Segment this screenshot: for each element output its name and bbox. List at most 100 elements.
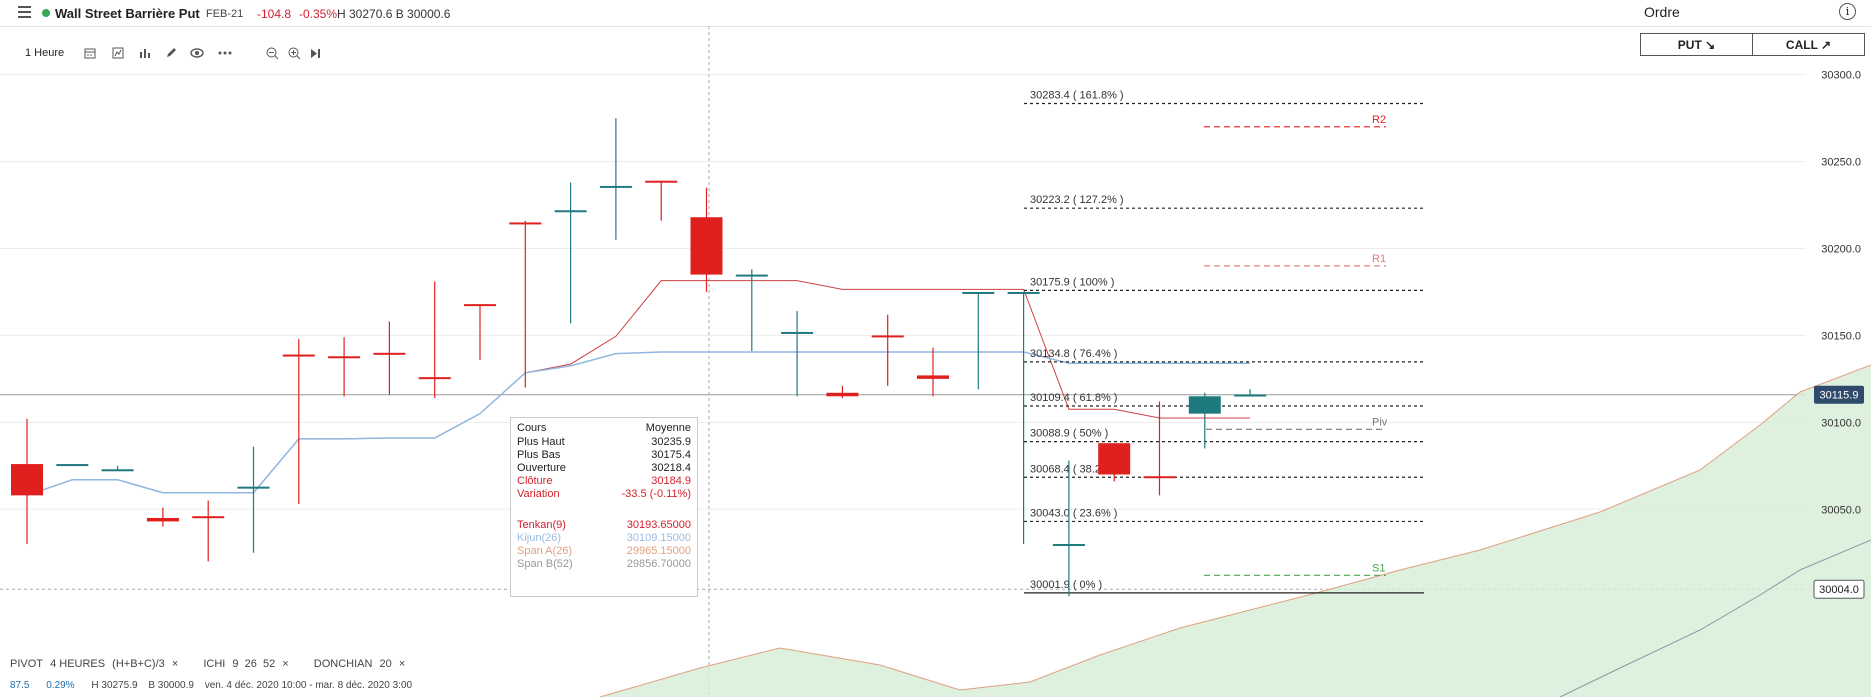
candle-body: [237, 486, 270, 489]
y-axis: 30300.0 30250.0 30200.0 30150.0 30100.0 30050…: [1813, 70, 1865, 599]
footer-low: B 30000.9: [148, 680, 194, 691]
candle-body: [509, 222, 542, 225]
pivot-levels: R2 R1 Piv S1: [1204, 114, 1388, 576]
tooltip-row-value: 30218.4: [651, 462, 691, 474]
fibo-label: 30283.4 ( 161.8% ): [1030, 90, 1124, 102]
candle-body: [917, 375, 949, 379]
candle-body: [56, 464, 89, 467]
pencil-icon[interactable]: [163, 44, 179, 62]
candle-body: [282, 354, 315, 357]
tooltip-row-value: 30184.9: [651, 475, 691, 487]
skip-end-icon[interactable]: [308, 44, 322, 62]
price-change-pct: -0.35%: [299, 7, 338, 21]
cloud-area: [600, 365, 1871, 697]
tooltip-row: Variation -33.5 (-0.11%): [517, 488, 691, 502]
tooltip-row-value: 30193.65000: [626, 519, 691, 531]
candle-body: [690, 217, 723, 275]
candle-body: [373, 352, 406, 355]
span-b-line: [1559, 539, 1871, 697]
tooltip-row: Kijun(26) 30109.15000: [517, 532, 691, 546]
tooltip-row-label: Clôture: [517, 475, 553, 487]
calendar-icon[interactable]: [82, 44, 98, 62]
fibo-label: 30175.9 ( 100% ): [1030, 276, 1114, 288]
candle-body: [192, 516, 225, 519]
tooltip-row-value: -33.5 (-0.11%): [621, 488, 692, 500]
candle-body: [1052, 544, 1085, 547]
cursor-price-tag: [1813, 579, 1865, 599]
tooltip-row: Plus Haut 30235.9: [517, 436, 691, 450]
candle-body: [599, 185, 632, 188]
tooltip-row-label: Kijun(26): [517, 532, 562, 544]
remove-pivot-icon[interactable]: ×: [171, 658, 179, 670]
candle-body: [146, 517, 179, 522]
y-tick-label: 30250.0: [1821, 157, 1861, 169]
donchian-indicator-name: DONCHIAN: [313, 658, 373, 670]
tooltip-row: Tenkan(9) 30193.65000: [517, 519, 691, 533]
call-button[interactable]: CALL ↗: [1785, 37, 1832, 52]
price-change: -104.8: [257, 7, 292, 21]
chart-type-icon[interactable]: [110, 44, 126, 62]
info-icon[interactable]: i: [1839, 3, 1856, 20]
ohlc-tooltip: Cours Moyenne Plus Haut 30235.9 Plus Bas 301…: [510, 417, 698, 597]
zoom-out-icon[interactable]: [264, 44, 280, 62]
cursor-price-label: 30004.0: [1819, 584, 1859, 596]
tooltip-row-label: Ouverture: [517, 462, 566, 474]
top-bar: Wall Street Barrière Put FEB-21 -104.8 -…: [0, 0, 1871, 27]
fibo-label: 30001.9 ( 0% ): [1030, 579, 1102, 591]
bar-chart-icon[interactable]: [137, 44, 153, 62]
candle-body: [1098, 443, 1131, 475]
ichimoku-lines: [26, 280, 1251, 497]
tooltip-header-label: Cours: [517, 422, 547, 434]
footer-high: H 30275.9: [91, 680, 138, 691]
pivot-label: R1: [1372, 253, 1386, 265]
tooltip-row-label: Plus Haut: [517, 436, 565, 448]
remove-donchian-icon[interactable]: ×: [398, 658, 406, 670]
timeframe-selector[interactable]: 1 Heure: [25, 47, 65, 59]
span-a-line: [599, 364, 1871, 697]
pivot-label: Piv: [1372, 416, 1388, 428]
candle-body: [464, 304, 496, 307]
eye-icon[interactable]: [189, 44, 205, 62]
candle-body: [645, 180, 678, 183]
pivot-label: R2: [1372, 114, 1386, 126]
tooltip-row-label: Span B(52): [517, 558, 573, 570]
candle-body: [1234, 394, 1267, 397]
order-panel-title: Ordre: [1644, 4, 1680, 20]
pivot-indicator-name: PIVOT: [10, 658, 44, 670]
put-button[interactable]: PUT ↘: [1641, 34, 1753, 55]
candle-body: [418, 377, 451, 380]
tooltip-row-label: Plus Bas: [517, 449, 561, 461]
zoom-in-icon[interactable]: [286, 44, 302, 62]
current-price-tag: [1814, 385, 1864, 404]
tooltip-row-value: 29965.15000: [626, 545, 691, 557]
tooltip-row: Span A(26) 29965.15000: [517, 545, 691, 559]
candle-body: [1143, 476, 1176, 479]
footer-stats: 87.5 0.29% H 30275.9 B 30000.9 ven. 4 dé…: [10, 680, 412, 691]
candle-body: [101, 469, 134, 472]
tooltip-row: Span B(52) 29856.70000: [517, 558, 691, 572]
candle-body: [871, 335, 904, 338]
ichimoku-cloud: [599, 364, 1871, 697]
candle-body: [735, 274, 768, 277]
more-icon[interactable]: [216, 44, 234, 62]
tooltip-row-label: Tenkan(9): [517, 519, 566, 531]
candle-body: [328, 356, 361, 359]
candle-body: [781, 331, 814, 334]
remove-ichi-icon[interactable]: ×: [282, 658, 289, 670]
fibo-label: 30068.4 ( 38.2% ): [1030, 463, 1117, 475]
tooltip-row-value: 29856.70000: [626, 558, 691, 570]
put-call-toggle: PUT ↘ CALL ↗: [1640, 33, 1865, 56]
y-tick-label: 30050.0: [1821, 504, 1861, 516]
menu-icon[interactable]: [18, 6, 31, 18]
pivot-indicator-formula: (H+B+C)/3: [112, 658, 165, 670]
fibo-label: 30223.2 ( 127.2% ): [1030, 194, 1124, 206]
y-tick-label: 30100.0: [1821, 417, 1861, 429]
indicator-bar: PIVOT 4 HEURES (H+B+C)/3 × ICHI 9 26 52 …: [10, 658, 409, 670]
donchian-indicator-param: 20: [379, 658, 392, 670]
fibo-label: 30109.4 ( 61.8% ): [1030, 392, 1117, 404]
candle-body: [1188, 396, 1221, 414]
candle-body: [826, 392, 859, 397]
footer-date-range: ven. 4 déc. 2020 10:00 - mar. 8 déc. 202…: [204, 680, 413, 691]
ichi-indicator-params: 9 26 52: [232, 658, 276, 670]
